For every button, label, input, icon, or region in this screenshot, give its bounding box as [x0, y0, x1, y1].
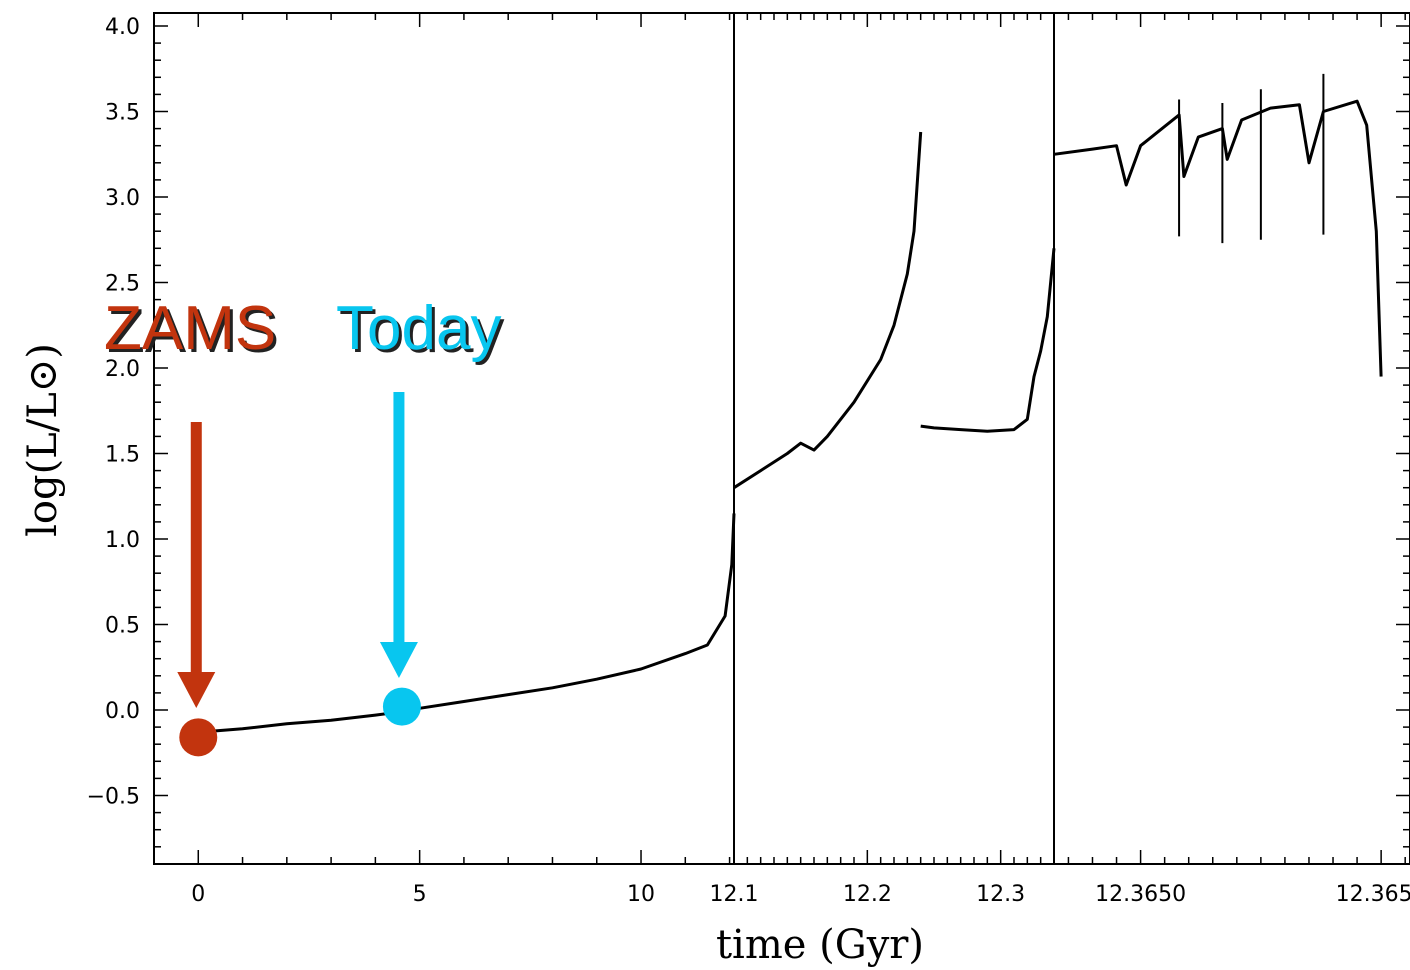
- y-tick-label: 0.0: [105, 699, 140, 724]
- x-tick-label: 0: [191, 882, 205, 907]
- today-label: Today: [336, 294, 501, 363]
- y-axis-title: log(L/L⊙): [20, 343, 66, 537]
- series-line-main-sequence: [198, 513, 736, 734]
- y-tick-label: 3.5: [105, 101, 140, 126]
- series-line-rgb-segment-1: [733, 131, 923, 489]
- series-line-agb: [1053, 99, 1383, 377]
- zams-label: ZAMS: [104, 294, 276, 363]
- x-tick-label: 12.3655: [1336, 882, 1410, 907]
- x-tick-label: 12.1: [710, 882, 759, 907]
- zams-marker: [179, 718, 218, 757]
- x-tick-label: 12.3: [976, 882, 1025, 907]
- ticks-layer: [153, 13, 1410, 865]
- x-tick-label: 12.3650: [1095, 882, 1186, 907]
- plot-frame: [153, 12, 1410, 865]
- y-tick-label: 3.0: [105, 186, 140, 211]
- zams-arrow-head: [177, 672, 216, 708]
- tick-labels-layer: −0.5 0.0 0.5 1.0 1.5 2.0 2.5 3.0 3.5 4.0 0 5 10 12.1 1…: [87, 15, 1410, 907]
- y-tick-label: 2.5: [105, 272, 140, 297]
- today-arrow-head: [379, 642, 418, 678]
- series-line-rgb-segment-2: [920, 248, 1056, 433]
- x-axis-title: time (Gyr): [716, 922, 924, 968]
- y-tick-label: 2.0: [105, 357, 140, 382]
- y-tick-label: −0.5: [87, 785, 140, 810]
- x-tick-label: 5: [413, 882, 427, 907]
- today-marker: [382, 687, 421, 726]
- y-tick-label: 1.0: [105, 528, 140, 553]
- zams-label-shadow: ZAMS: [107, 297, 279, 366]
- x-tick-label: 10: [627, 882, 655, 907]
- x-tick-label: 12.2: [843, 882, 892, 907]
- series-layer: [198, 73, 1383, 734]
- y-tick-label: 1.5: [105, 443, 140, 468]
- today-label-shadow: Today: [339, 297, 504, 366]
- y-tick-label: 0.5: [105, 614, 140, 639]
- y-tick-label: 4.0: [105, 15, 140, 40]
